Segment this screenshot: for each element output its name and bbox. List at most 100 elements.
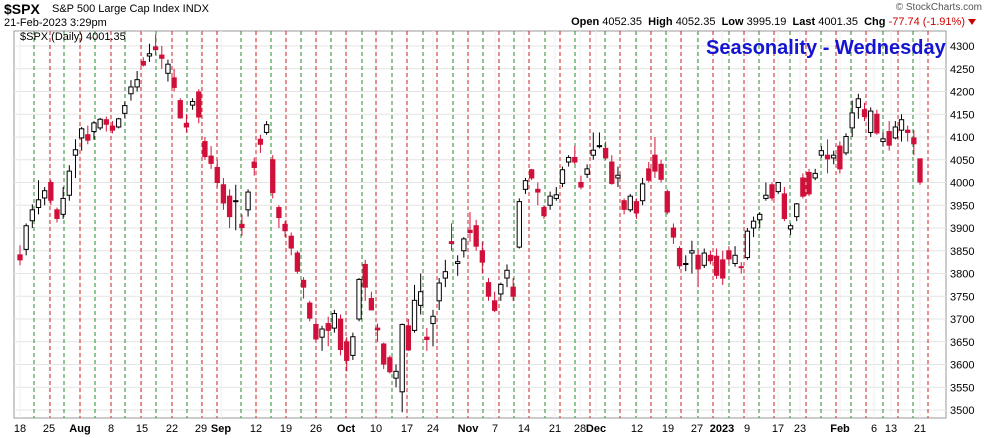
candle-body [319, 328, 325, 338]
candle-body [171, 77, 177, 88]
x-tick-label: Dec [586, 423, 606, 435]
candle-body [868, 110, 874, 133]
candle-body [744, 230, 751, 259]
candle-body [769, 184, 775, 199]
ticker-symbol: $SPX [4, 1, 40, 17]
x-tick-label: 9 [744, 423, 750, 435]
candle-body [843, 136, 849, 154]
y-tick-label: 3550 [950, 382, 974, 394]
candle-body [177, 100, 183, 119]
candle-body [787, 225, 794, 230]
candle-body [541, 207, 547, 217]
candle-body [683, 262, 689, 265]
candle-body [720, 259, 726, 279]
x-tick-label: Sep [211, 423, 231, 435]
candle-body [128, 86, 134, 95]
candle-body [485, 282, 492, 297]
candle-body [535, 188, 541, 193]
candle-body [602, 147, 609, 159]
candle-body [54, 209, 60, 219]
candle-body [66, 170, 72, 196]
candle-body [442, 271, 449, 279]
candle-body [726, 250, 732, 260]
candle-body [905, 129, 911, 133]
candle-body [886, 131, 892, 146]
candle-body [547, 195, 553, 206]
candle-body [461, 238, 467, 252]
candle-body [140, 60, 146, 66]
candle-body [399, 323, 405, 393]
y-tick-label: 4150 [950, 109, 974, 121]
candle-body [639, 183, 646, 202]
y-tick-label: 3850 [950, 246, 974, 258]
high-label: High [648, 16, 673, 28]
candle-body [596, 145, 603, 148]
candle-body [300, 279, 307, 288]
candle-body [226, 195, 233, 218]
low-label: Low [721, 16, 744, 28]
last-value: 4001.35 [818, 16, 858, 28]
candle-body [467, 229, 473, 234]
candle-body [732, 254, 738, 264]
candle-body [344, 341, 350, 361]
candle-body [233, 200, 239, 203]
candle-body [109, 125, 116, 131]
candle-body [664, 191, 670, 213]
candle-body [134, 79, 140, 88]
series-legend: $SPX (Daily) 4001.35 [20, 31, 126, 43]
y-tick-label: 4250 [950, 64, 974, 76]
candle-body [781, 193, 788, 219]
candle-body [572, 156, 578, 163]
candle-body [189, 101, 196, 106]
candle-body [405, 325, 412, 351]
y-tick-label: 3800 [950, 269, 974, 281]
x-tick-label: 10 [370, 423, 382, 435]
last-label: Last [792, 16, 816, 28]
candle-body [276, 207, 282, 219]
candle-body [565, 156, 572, 163]
candle-body [898, 119, 905, 131]
candle-body [455, 261, 461, 264]
candle-body [122, 105, 128, 114]
x-tick-label: 19 [280, 423, 292, 435]
x-tick-label: 27 [691, 423, 703, 435]
x-tick-label: 15 [136, 423, 148, 435]
x-tick-label: 21 [914, 423, 926, 435]
x-tick-label: 23 [794, 423, 806, 435]
x-tick-label: 7 [492, 423, 498, 435]
candle-body [837, 145, 843, 170]
x-tick-label: 2023 [710, 423, 734, 435]
candle-body [263, 124, 270, 133]
y-tick-label: 3950 [950, 200, 974, 212]
candle-body [689, 250, 695, 254]
candle-body [239, 223, 245, 229]
low-value: 3995.19 [746, 16, 787, 28]
candle-body [152, 46, 159, 51]
candle-body [738, 266, 744, 269]
candle-body [159, 54, 165, 59]
candle-body [633, 201, 640, 214]
candle-body [270, 159, 276, 194]
candle-body [479, 250, 485, 263]
x-tick-label: 24 [427, 423, 439, 435]
candle-body [23, 225, 29, 250]
candle-body [670, 227, 677, 238]
candle-body [757, 213, 763, 221]
candle-body [504, 269, 510, 279]
candle-body [214, 166, 220, 184]
down-arrow-icon [968, 19, 976, 26]
y-tick-label: 4300 [950, 41, 974, 53]
candle-body [362, 263, 368, 288]
candle-body [621, 200, 627, 210]
candle-body [510, 286, 516, 297]
candle-body [615, 174, 621, 179]
candle-body [115, 118, 122, 128]
candle-body [646, 168, 652, 181]
candle-body [196, 91, 202, 118]
candle-body [627, 195, 633, 211]
candle-body [165, 63, 171, 74]
candle-body [498, 283, 504, 295]
candle-body [553, 194, 559, 199]
chart-title: Seasonality - Wednesday [706, 37, 946, 59]
